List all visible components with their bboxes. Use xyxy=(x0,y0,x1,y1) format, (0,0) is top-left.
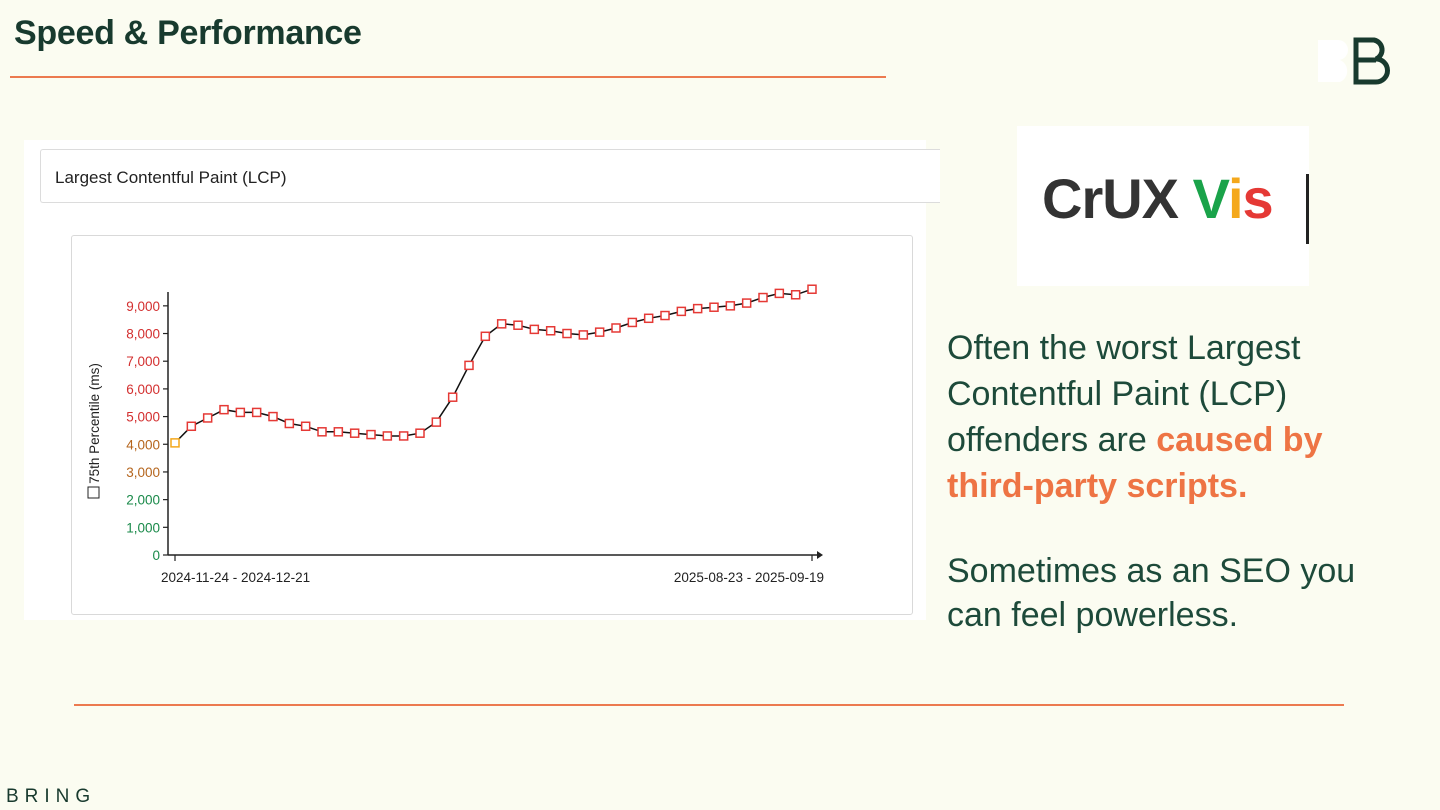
data-point xyxy=(496,319,507,329)
data-point xyxy=(186,421,197,432)
data-point xyxy=(758,292,768,303)
data-point xyxy=(235,407,246,418)
data-point xyxy=(480,331,491,342)
data-point xyxy=(692,303,703,314)
logo-edge xyxy=(1306,174,1309,244)
y-tick-label: 0 xyxy=(152,548,160,563)
title-underline xyxy=(10,76,886,78)
screenshot-panel: Largest Contentful Paint (LCP) 0 1,000 2,0… xyxy=(24,140,940,620)
y-tick-label: 1,000 xyxy=(126,520,160,535)
logo-letter-s: s xyxy=(1242,167,1274,230)
logo-letter-v: V xyxy=(1192,167,1229,230)
y-tick-label: 9,000 xyxy=(126,299,160,314)
y-tick-label: 5,000 xyxy=(126,410,160,425)
data-point xyxy=(660,310,670,321)
data-point xyxy=(594,327,605,337)
y-tick-label: 8,000 xyxy=(126,327,160,342)
data-point xyxy=(464,360,474,371)
x-tick-label: 2024-11-24 - 2024-12-21 xyxy=(161,570,310,585)
x-tick-label: 2025-08-23 - 2025-09-19 xyxy=(674,570,824,585)
y-tick-label: 4,000 xyxy=(126,437,160,452)
data-point xyxy=(284,418,295,429)
data-point xyxy=(268,411,278,422)
crux-vis-wordmark: CrUX Vis xyxy=(1042,166,1274,231)
x-axis-arrow xyxy=(817,551,823,559)
data-point xyxy=(643,313,654,324)
data-point xyxy=(398,431,409,441)
data-point xyxy=(611,323,621,333)
slide-title: Speed & Performance xyxy=(14,14,362,52)
data-point xyxy=(709,302,719,312)
logo-text-crux: CrUX xyxy=(1042,167,1193,230)
data-point xyxy=(333,427,344,437)
y-axis-label: 75th Percentile (ms) xyxy=(87,363,102,484)
data-point xyxy=(545,326,556,336)
lcp-chart: 0 1,000 2,000 3,000 4,000 5,000 6,000 7,000 8,00… xyxy=(87,284,824,585)
y-label-checkbox-icon xyxy=(87,486,100,499)
data-point xyxy=(219,404,229,415)
data-point xyxy=(431,417,442,427)
y-tick-label: 6,000 xyxy=(126,382,160,397)
data-point xyxy=(562,328,572,339)
logo-letter-i: i xyxy=(1227,167,1244,230)
data-point xyxy=(529,324,540,335)
metric-select-value: Largest Contentful Paint (LCP) xyxy=(55,168,287,187)
y-tick-label: 2,000 xyxy=(126,493,160,508)
crux-vis-logo: CrUX Vis xyxy=(1017,126,1309,286)
data-point xyxy=(578,330,589,340)
data-point xyxy=(366,429,376,440)
data-point xyxy=(349,428,360,438)
data-point xyxy=(251,407,262,418)
data-point xyxy=(790,290,801,300)
chart-card: 0 1,000 2,000 3,000 4,000 5,000 6,000 7,000 8,00… xyxy=(71,235,913,615)
data-point xyxy=(170,438,180,448)
data-point xyxy=(513,320,523,330)
data-point xyxy=(807,284,817,294)
data-point xyxy=(627,317,638,328)
data-point xyxy=(774,288,785,299)
y-tick-label: 3,000 xyxy=(126,465,160,480)
footer-divider xyxy=(74,704,1344,706)
data-point xyxy=(382,431,393,441)
body-copy-secondary: Sometimes as an SEO you can feel powerle… xyxy=(947,552,1356,634)
data-point xyxy=(447,392,458,402)
body-copy-accent: caused by third-party scripts. xyxy=(947,421,1323,505)
body-copy: Often the worst Largest Contentful Paint… xyxy=(947,325,1417,509)
y-tick-label: 7,000 xyxy=(126,354,160,369)
data-point xyxy=(415,428,425,438)
data-point xyxy=(741,298,752,308)
data-point xyxy=(202,413,213,423)
body-copy-lead: Often the worst Largest Contentful Paint… xyxy=(947,329,1301,459)
metric-select[interactable]: Largest Contentful Paint (LCP) xyxy=(40,149,940,203)
footer-brand: BRING xyxy=(6,786,97,807)
brand-logo-icon xyxy=(1318,37,1390,85)
data-point xyxy=(300,421,311,432)
data-point xyxy=(725,301,736,311)
data-point xyxy=(317,427,327,437)
series-line xyxy=(174,288,813,444)
data-point xyxy=(676,306,687,317)
